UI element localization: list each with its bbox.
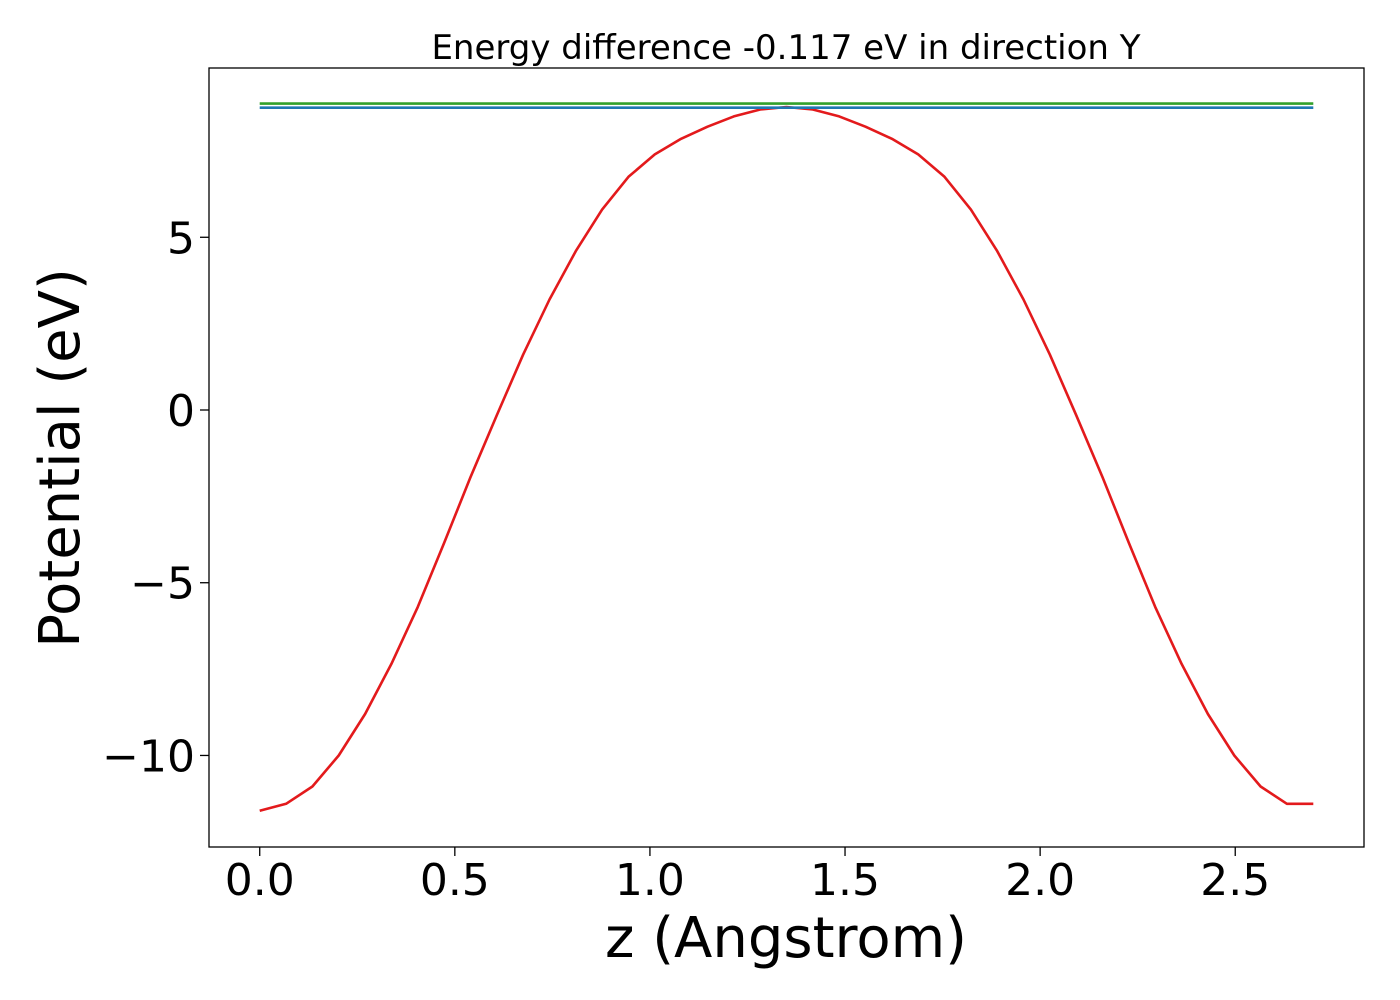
x-tick-label: 0.5 xyxy=(420,855,490,906)
series-line-0 xyxy=(259,105,1314,812)
y-tick-label: 0 xyxy=(167,386,195,437)
x-tick-label: 2.0 xyxy=(1005,855,1075,906)
x-tick-label: 1.5 xyxy=(810,855,880,906)
y-tick-label: 5 xyxy=(167,213,195,264)
x-tick-label: 2.5 xyxy=(1200,855,1270,906)
y-tick-label: −10 xyxy=(102,731,195,782)
y-axis: 5 0 −5 −10 xyxy=(102,213,209,782)
chart-title: Energy difference -0.117 eV in direction… xyxy=(431,28,1140,68)
plot-frame xyxy=(208,67,1365,848)
y-tick-label: −5 xyxy=(130,559,195,610)
plot-area xyxy=(259,102,1314,812)
x-tick-label: 1.0 xyxy=(615,855,685,906)
x-axis: 0.0 0.5 1.0 1.5 2.0 2.5 xyxy=(225,847,1270,906)
x-axis-label: z (Angstrom) xyxy=(605,906,967,971)
x-tick-label: 0.0 xyxy=(225,855,295,906)
y-axis-label: Potential (eV) xyxy=(28,268,93,648)
